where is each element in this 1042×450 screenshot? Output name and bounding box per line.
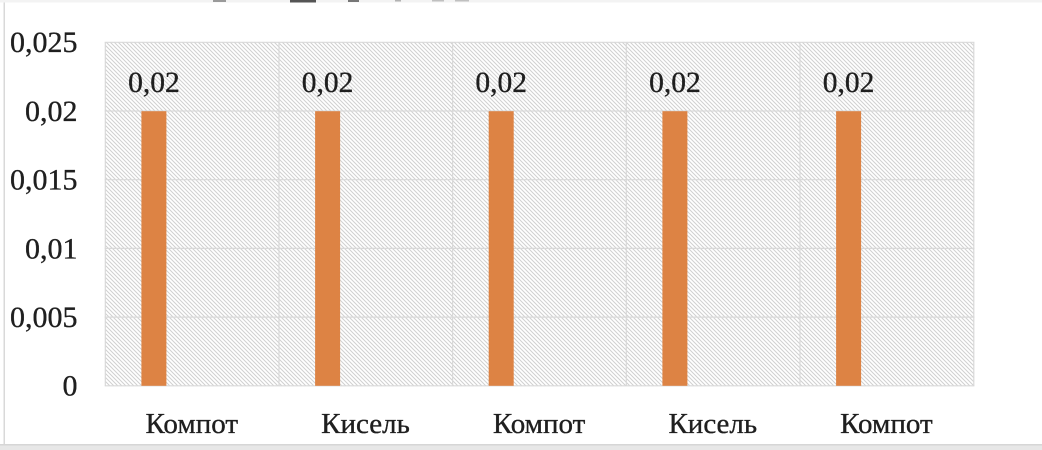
svg-text:0,02: 0,02 xyxy=(475,67,527,99)
svg-text:0,02: 0,02 xyxy=(823,67,875,99)
svg-text:0,02: 0,02 xyxy=(649,67,701,99)
svg-text:Кисель: Кисель xyxy=(321,408,410,440)
svg-text:0,025: 0,025 xyxy=(10,26,78,59)
svg-text:Кисель: Кисель xyxy=(668,408,757,440)
svg-text:0,005: 0,005 xyxy=(10,301,78,334)
svg-text:0,01: 0,01 xyxy=(25,232,78,265)
svg-text:0: 0 xyxy=(63,370,78,403)
svg-text:Компот: Компот xyxy=(493,408,586,440)
svg-text:0,02: 0,02 xyxy=(128,67,180,99)
svg-text:Компот: Компот xyxy=(840,408,933,440)
svg-text:Компот: Компот xyxy=(146,408,239,440)
svg-text:0,015: 0,015 xyxy=(10,164,78,197)
svg-text:0,02: 0,02 xyxy=(302,67,354,99)
svg-text:0,02: 0,02 xyxy=(25,95,78,128)
